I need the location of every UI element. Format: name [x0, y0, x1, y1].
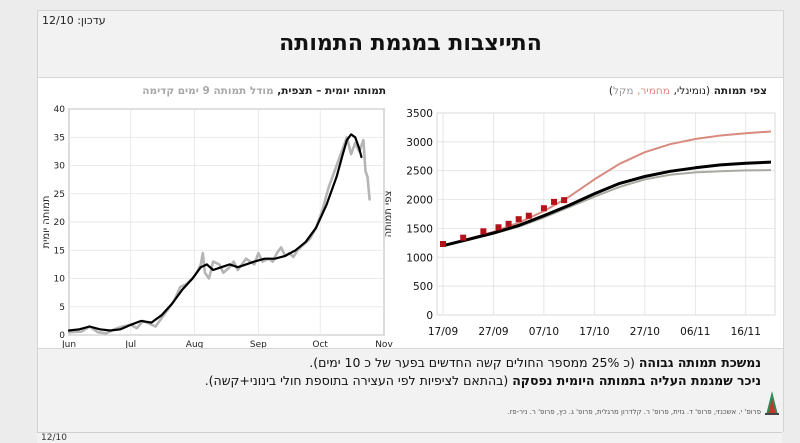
left-chart-title-observed: תמותה יומית – תצפית,	[277, 85, 386, 97]
left-x-tick-label: Oct	[312, 340, 328, 350]
right-x-tick-label: 17/09	[428, 326, 458, 338]
left-chart-title-model: מודל תמותה 9 ימים קדימה	[142, 85, 274, 97]
daily-deaths-chart: 0510152025303540JunJulAugSepOctNov2020תמ…	[41, 105, 393, 355]
note-line-2-rest: (בהתאם לציפיות לפי העצירה בתוספת חולי בי…	[204, 373, 509, 388]
left-y-tick-label: 20	[54, 218, 66, 228]
logo-icon	[765, 391, 779, 415]
note-line-1-bold: נמשכת תמותה גבוהה	[638, 355, 761, 370]
left-x-tick-label: Aug	[186, 340, 204, 350]
left-y-tick-label: 10	[54, 275, 66, 285]
right-chart-title-strict: מחמיר,	[637, 85, 670, 97]
right-y-tick-label: 2000	[406, 195, 433, 207]
left-y-tick-label: 40	[54, 105, 66, 115]
right-y-axis-label: צפי תמותה	[383, 191, 394, 238]
header-bar: עדכון: 12/10 התייצבות במגמת התמותה	[38, 11, 783, 78]
credits: פרופ' י. אשכנזי, פרופ' ד. גזית, פרופ' ר.…	[507, 408, 761, 416]
left-x-tick-label: Nov	[375, 340, 393, 350]
right-observed-marker	[525, 212, 532, 219]
right-observed-marker	[440, 241, 446, 248]
next-slide-date: 12/10	[41, 433, 67, 443]
left-x-tick-label: Jun	[61, 340, 76, 350]
left-x-tick-label: Jul	[124, 340, 136, 350]
next-slide-strip: 12/10	[37, 432, 782, 443]
left-y-tick-label: 30	[54, 162, 66, 172]
right-y-tick-label: 500	[413, 281, 433, 293]
right-y-tick-label: 0	[426, 310, 433, 322]
death-forecast-chart: 0 500 1000 1500 2000 2500 3000 3500 17/09 27/09 07…	[383, 108, 776, 338]
right-x-tick-label: 07/10	[529, 326, 559, 338]
right-chart-title-prefix: צפי תמותה	[713, 85, 767, 97]
right-plot-area	[436, 112, 776, 316]
note-line-1-rest: (כ 25% ממספר החולים קשה החדשים בפער של כ…	[309, 355, 635, 370]
right-observed-marker	[495, 224, 502, 231]
right-chart-title-nominal: (נומינלי,	[673, 85, 711, 97]
right-x-tick-label: 27/09	[478, 326, 508, 338]
right-y-tick-label: 1500	[406, 223, 433, 235]
left-y-tick-label: 0	[59, 331, 65, 341]
left-y-tick-label: 35	[54, 133, 65, 143]
left-y-tick-label: 15	[54, 246, 65, 256]
right-y-tick-label: 2500	[406, 166, 433, 178]
right-observed-marker	[460, 234, 467, 241]
left-chart-title: תמותה יומית – תצפית, מודל תמותה 9 ימים ק…	[142, 85, 386, 97]
note-line-2-bold: ניכר שמגמת העליה בתמותה היומית נפסקה	[512, 373, 761, 388]
right-observed-marker	[551, 198, 558, 205]
right-observed-marker	[540, 205, 547, 212]
right-x-tick-label: 27/10	[630, 326, 660, 338]
right-y-tick-label: 1000	[406, 252, 433, 264]
notes-panel: נמשכת תמותה גבוהה (כ 25% ממספר החולים קש…	[38, 348, 783, 432]
right-observed-marker	[515, 216, 522, 223]
right-y-tick-label: 3500	[406, 108, 433, 120]
right-series-line	[442, 160, 772, 248]
left-y-tick-label: 25	[54, 190, 65, 200]
right-observed-marker	[561, 197, 568, 204]
right-observed-marker	[480, 228, 487, 235]
left-y-tick-label: 5	[59, 303, 65, 313]
right-observed-marker	[505, 220, 512, 227]
note-line-1: נמשכת תמותה גבוהה (כ 25% ממספר החולים קש…	[309, 355, 761, 370]
right-chart-title-close: )	[608, 85, 613, 97]
right-chart-title: צפי תמותה (נומינלי, מחמיר, מקל)	[609, 85, 767, 97]
left-y-axis-label: תמותה יומית	[41, 196, 52, 249]
slide: עדכון: 12/10 התייצבות במגמת התמותה תמותה…	[37, 10, 784, 432]
note-line-2: ניכר שמגמת העליה בתמותה היומית נפסקה (בה…	[205, 373, 761, 388]
right-x-tick-label: 17/10	[579, 326, 609, 338]
left-x-tick-label: Sep	[250, 340, 267, 350]
right-x-tick-label: 16/11	[731, 326, 761, 338]
page-title: התייצבות במגמת התמותה	[279, 31, 542, 56]
update-date: עדכון: 12/10	[42, 14, 106, 27]
left-model-line	[67, 133, 363, 332]
right-y-tick-label: 3000	[406, 137, 433, 149]
right-x-tick-label: 06/11	[680, 326, 710, 338]
right-chart-title-lenient: מקל	[612, 85, 634, 97]
